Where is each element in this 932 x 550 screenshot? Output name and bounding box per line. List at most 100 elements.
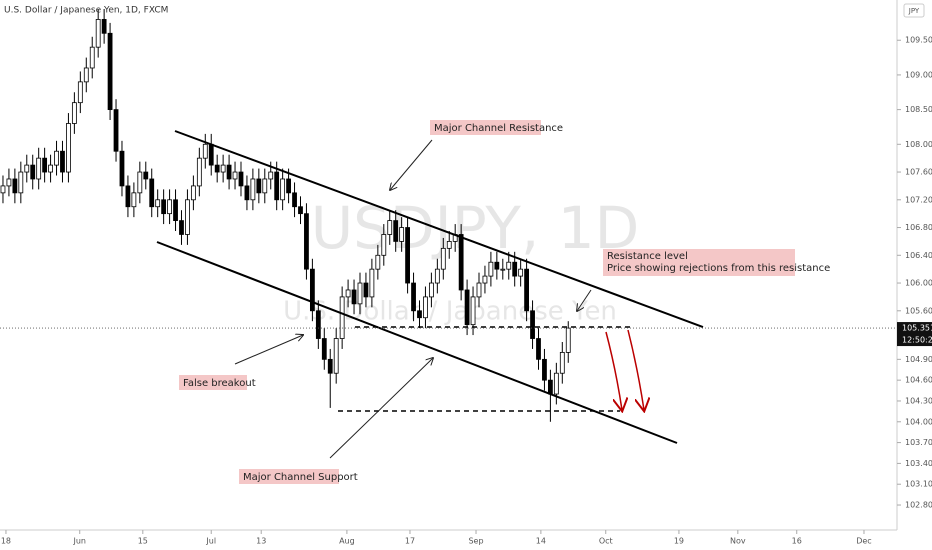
y-tick-label: 102.800 <box>905 501 932 510</box>
candle-body <box>494 261 500 270</box>
candle-body <box>530 310 535 339</box>
y-tick-label: 105.600 <box>905 306 932 315</box>
y-tick-label: 104.900 <box>905 355 932 364</box>
watermark: USDJPY, 1D <box>311 194 640 262</box>
candle-body <box>83 67 89 83</box>
arrow <box>577 289 592 311</box>
currency-label[interactable]: JPY <box>908 7 920 15</box>
candle-body <box>244 185 250 201</box>
annotation: Price showing rejections from this resis… <box>607 263 830 274</box>
candle-body <box>559 352 565 374</box>
channel-support-line <box>156 241 678 444</box>
annotation-box <box>603 249 795 276</box>
candle-body <box>434 268 440 284</box>
candle-body <box>131 192 137 208</box>
candle-body <box>446 241 452 249</box>
annotation-box <box>430 120 541 135</box>
y-tick-label: 104.300 <box>905 396 932 405</box>
candle-body <box>363 282 369 298</box>
candle-body <box>113 109 119 152</box>
countdown: 12:50:27 <box>902 336 932 345</box>
candle-body <box>565 327 571 353</box>
candle-body <box>36 157 42 180</box>
candle-body <box>190 185 196 201</box>
x-tick-label: Jul <box>205 537 216 546</box>
last-price-label: 105.351 <box>902 324 932 333</box>
red-arrow <box>627 329 644 410</box>
chart-title: U.S. Dollar / Japanese Yen, 1D, FXCM <box>4 6 168 16</box>
x-tick-label: Oct <box>599 537 613 546</box>
candle-body <box>202 143 208 159</box>
candle-body <box>417 310 422 319</box>
x-tick-label: 17 <box>405 537 415 546</box>
candle-body <box>428 282 434 298</box>
candle-body <box>327 358 333 374</box>
candle-body <box>512 261 518 277</box>
annotation: Major Channel Resistance <box>434 123 563 134</box>
candle-body <box>125 185 131 208</box>
y-tick-label: 107.600 <box>905 168 932 177</box>
candle-body <box>262 178 268 194</box>
candle-body <box>220 164 226 173</box>
y-tick-label: 108.000 <box>905 140 932 149</box>
candle-body <box>458 234 464 291</box>
candle-body <box>339 296 345 339</box>
candle-body <box>345 289 351 298</box>
candle-body <box>547 379 553 395</box>
annotation: Major Channel Support <box>243 472 358 483</box>
candle-body <box>66 123 71 173</box>
candle-body <box>536 338 541 360</box>
candle-body <box>488 261 494 277</box>
candle-body <box>24 164 30 173</box>
x-tick-label: Sep <box>468 537 483 546</box>
candle-body <box>518 268 524 277</box>
candle-body <box>399 227 405 242</box>
candle-body <box>214 164 220 173</box>
x-tick-label: 16 <box>792 537 802 546</box>
candle-body <box>42 157 48 173</box>
marks <box>0 9 571 422</box>
candle-body <box>77 81 83 104</box>
x-tick-label: 13 <box>256 537 266 546</box>
candle-body <box>411 282 416 312</box>
y-tick-label: 106.400 <box>905 251 932 260</box>
candle-body <box>137 171 143 194</box>
x-tick-label: 18 <box>1 537 11 546</box>
candle-body <box>375 254 381 270</box>
candle-body <box>321 338 327 360</box>
arrow <box>329 358 433 459</box>
candle-body <box>101 19 107 34</box>
currency-button[interactable] <box>903 3 925 18</box>
arrow <box>234 335 303 365</box>
y-tick-label: 103.100 <box>905 480 932 489</box>
candle-body <box>280 178 286 201</box>
x-tick-label: Aug <box>339 537 355 546</box>
candle-body <box>119 150 125 187</box>
x-tick-label: 14 <box>536 537 546 546</box>
candle-body <box>238 171 244 187</box>
candle-body <box>309 268 315 312</box>
x-tick-label: 19 <box>674 537 684 546</box>
candle-body <box>357 282 363 305</box>
candle-body <box>179 220 184 235</box>
watermark-subtitle: U.S. Dollar / Japanese Yen <box>283 297 617 327</box>
candle-body <box>286 178 291 194</box>
candle-body <box>60 150 65 173</box>
channel-resistance-line <box>174 130 704 328</box>
annotation-box <box>179 375 247 390</box>
candle-body <box>304 213 309 270</box>
annotation: False breakout <box>183 378 256 389</box>
candle-body <box>30 164 36 180</box>
candle-body <box>173 199 178 222</box>
candle-body <box>381 234 387 256</box>
x-tick-label: Nov <box>730 537 746 546</box>
y-tick-label: 104.600 <box>905 376 932 385</box>
x-tick-label: 15 <box>138 537 148 546</box>
candle-body <box>274 171 280 201</box>
candle-body <box>476 282 482 298</box>
candle-body <box>232 171 238 180</box>
candle-body <box>18 171 24 194</box>
candle-body <box>256 178 262 194</box>
candle-body <box>155 199 161 208</box>
